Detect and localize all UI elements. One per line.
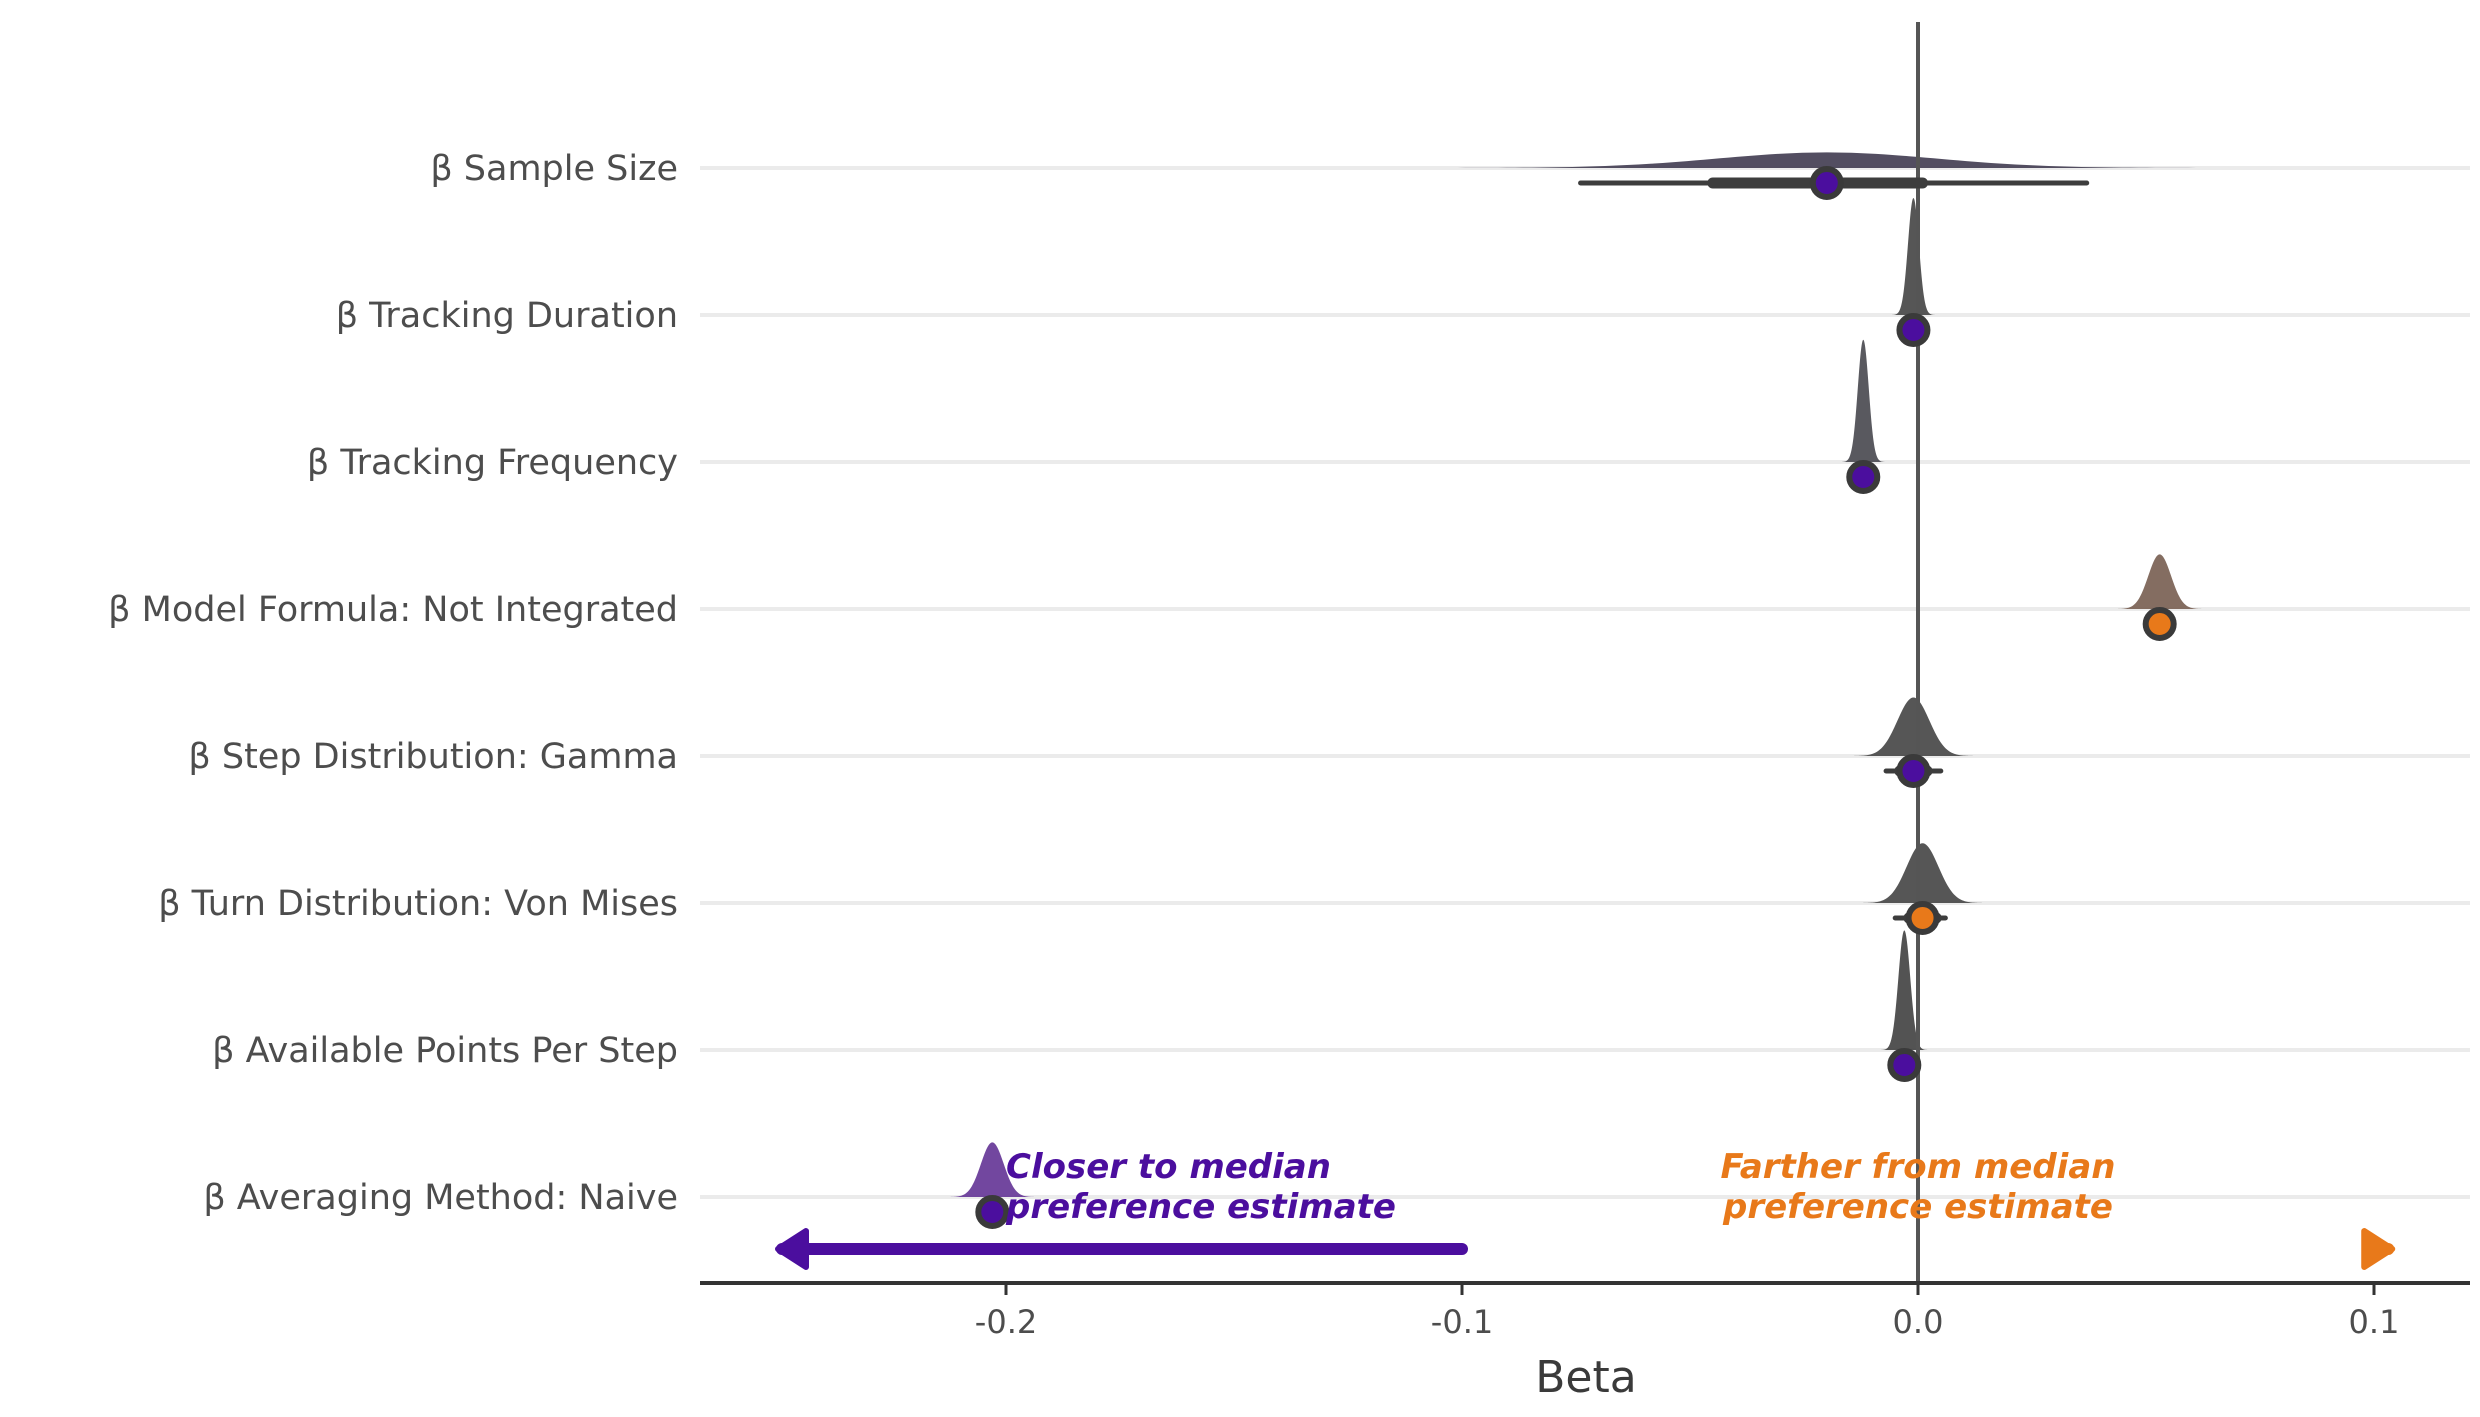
annotation-arrow-head (2361, 1228, 2396, 1270)
median-point (1846, 460, 1881, 494)
annotation-line: Farther from median (1721, 1147, 2116, 1187)
annotation-line: preference estimate (1722, 1187, 2113, 1227)
density-slab (1877, 930, 1931, 1050)
median-point (1905, 901, 1940, 935)
y-label: β Sample Size (430, 149, 678, 189)
y-label: β Model Formula: Not Integrated (108, 590, 678, 630)
density-slab (1850, 843, 1995, 903)
median-point (975, 1195, 1010, 1229)
annotation-line: Closer to median (1006, 1147, 1331, 1187)
y-label: β Tracking Frequency (307, 443, 678, 483)
interval-layer (976, 177, 2176, 1218)
y-label: β Averaging Method: Naive (203, 1178, 678, 1218)
density-slab (1841, 697, 1986, 756)
density-slab (1888, 198, 1939, 315)
density-layer (941, 152, 2320, 1197)
median-point (1896, 754, 1931, 788)
median-point (1887, 1048, 1922, 1082)
annotation-text: Closer to median preference estimate (1005, 1147, 1396, 1227)
y-label: β Tracking Duration (336, 296, 678, 336)
density-slab (1838, 339, 1888, 462)
x-tick-label: -0.1 (1431, 1303, 1493, 1341)
density-slab (941, 1142, 1044, 1197)
y-label: β Turn Distribution: Von Mises (158, 884, 678, 924)
x-axis: -0.2 -0.1 0.0 0.1 (700, 1281, 2470, 1341)
y-axis-labels: β Sample Size β Tracking Duration β Tracki… (108, 149, 678, 1218)
y-label: β Available Points Per Step (212, 1031, 678, 1071)
x-tick-label: 0.0 (1893, 1303, 1944, 1341)
annotation-text: Farther from median preference estimate (1721, 1147, 2116, 1227)
density-slab (1334, 152, 2320, 168)
median-point (1809, 166, 1844, 200)
median-point-layer (975, 166, 2177, 1229)
median-point (1896, 313, 1931, 347)
y-label: β Step Distribution: Gamma (188, 737, 678, 777)
density-slab (2108, 554, 2211, 609)
median-point (2142, 607, 2177, 641)
annotation-arrow-head (775, 1228, 809, 1270)
gridlines (700, 166, 2470, 1199)
x-tick-label: -0.2 (975, 1303, 1037, 1341)
x-axis-title: Beta (1535, 1352, 1636, 1403)
annotation-line: preference estimate (1005, 1187, 1396, 1227)
x-tick-label: 0.1 (2349, 1303, 2400, 1341)
annotation-layer: Closer to median preference estimateFarth… (775, 1147, 2396, 1270)
